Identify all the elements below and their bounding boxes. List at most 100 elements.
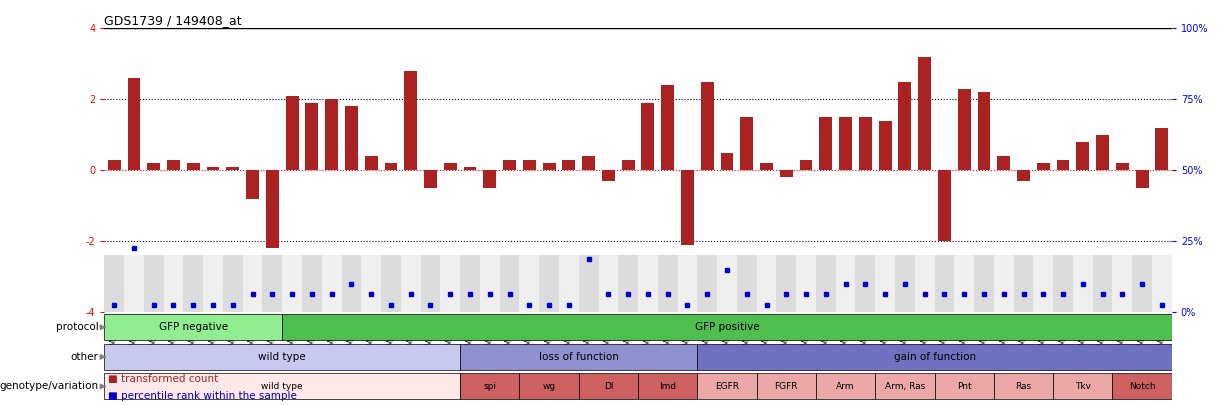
Bar <box>816 373 875 399</box>
Bar <box>104 373 460 399</box>
Bar <box>480 256 499 312</box>
Bar <box>796 256 816 312</box>
Bar <box>1056 160 1070 170</box>
Bar <box>935 256 955 312</box>
Bar <box>1136 170 1148 188</box>
Bar <box>341 256 361 312</box>
Bar <box>1053 373 1113 399</box>
Bar <box>483 170 496 188</box>
Bar <box>697 344 1172 370</box>
Bar <box>1017 170 1029 181</box>
Bar <box>1096 135 1109 170</box>
Bar <box>859 117 872 170</box>
Bar <box>460 373 519 399</box>
Bar <box>974 256 994 312</box>
Bar <box>757 256 777 312</box>
Bar <box>361 256 382 312</box>
Bar <box>760 163 773 170</box>
Bar <box>622 160 634 170</box>
Text: GFP negative: GFP negative <box>158 322 228 333</box>
Bar <box>266 170 279 248</box>
Text: Ras: Ras <box>1016 382 1032 391</box>
Text: GFP positive: GFP positive <box>694 322 760 333</box>
Bar <box>523 160 536 170</box>
Text: other: other <box>70 352 98 362</box>
Text: FGFR: FGFR <box>774 382 798 391</box>
Bar <box>994 256 1014 312</box>
Bar <box>955 256 974 312</box>
Bar <box>519 256 539 312</box>
Bar <box>855 256 875 312</box>
Text: gain of function: gain of function <box>893 352 975 362</box>
Bar <box>108 160 120 170</box>
Bar <box>460 344 697 370</box>
Text: wild type: wild type <box>259 352 306 362</box>
Bar <box>1115 163 1129 170</box>
Bar <box>204 256 223 312</box>
Bar <box>579 373 638 399</box>
Bar <box>661 85 674 170</box>
Bar <box>243 256 263 312</box>
Text: ■ transformed count: ■ transformed count <box>108 374 218 384</box>
Bar <box>163 256 183 312</box>
Bar <box>440 256 460 312</box>
Bar <box>183 256 204 312</box>
Bar <box>499 256 519 312</box>
Bar <box>658 256 677 312</box>
Bar <box>404 71 417 170</box>
Bar <box>325 99 339 170</box>
Text: GDS1739 / 149408_at: GDS1739 / 149408_at <box>104 14 242 27</box>
Text: Dl: Dl <box>604 382 614 391</box>
Bar <box>642 103 654 170</box>
Bar <box>820 117 832 170</box>
Bar <box>187 163 200 170</box>
Bar <box>839 117 852 170</box>
Bar <box>226 167 239 170</box>
Bar <box>978 92 990 170</box>
Text: Pnt: Pnt <box>957 382 972 391</box>
Bar <box>306 103 318 170</box>
Bar <box>384 163 398 170</box>
Bar <box>206 167 220 170</box>
Bar <box>1037 163 1050 170</box>
Bar <box>720 153 734 170</box>
Bar <box>1014 256 1033 312</box>
Bar <box>602 170 615 181</box>
Bar <box>1053 256 1072 312</box>
Bar <box>223 256 243 312</box>
Bar <box>935 373 994 399</box>
Bar <box>638 256 658 312</box>
Bar <box>539 256 560 312</box>
Bar <box>104 256 124 312</box>
Text: wild type: wild type <box>261 382 303 391</box>
Bar <box>460 256 480 312</box>
Bar <box>894 256 915 312</box>
Bar <box>104 344 460 370</box>
Bar <box>1133 256 1152 312</box>
Text: protocol: protocol <box>55 322 98 333</box>
Bar <box>147 163 161 170</box>
Bar <box>1113 256 1133 312</box>
Bar <box>167 160 180 170</box>
Bar <box>1152 256 1172 312</box>
Bar <box>800 160 812 170</box>
Bar <box>421 256 440 312</box>
Text: EGFR: EGFR <box>715 382 739 391</box>
Text: Notch: Notch <box>1129 382 1156 391</box>
Bar <box>519 373 579 399</box>
Bar <box>757 373 816 399</box>
Bar <box>128 78 140 170</box>
Bar <box>1033 256 1053 312</box>
Bar <box>401 256 421 312</box>
Text: genotype/variation: genotype/variation <box>0 382 98 392</box>
Bar <box>681 170 694 245</box>
Bar <box>542 163 556 170</box>
Text: wg: wg <box>542 382 556 391</box>
Bar <box>1076 142 1090 170</box>
Text: Arm, Ras: Arm, Ras <box>885 382 925 391</box>
Bar <box>875 373 935 399</box>
Bar <box>875 256 894 312</box>
Bar <box>144 256 163 312</box>
Bar <box>737 256 757 312</box>
Bar <box>740 117 753 170</box>
